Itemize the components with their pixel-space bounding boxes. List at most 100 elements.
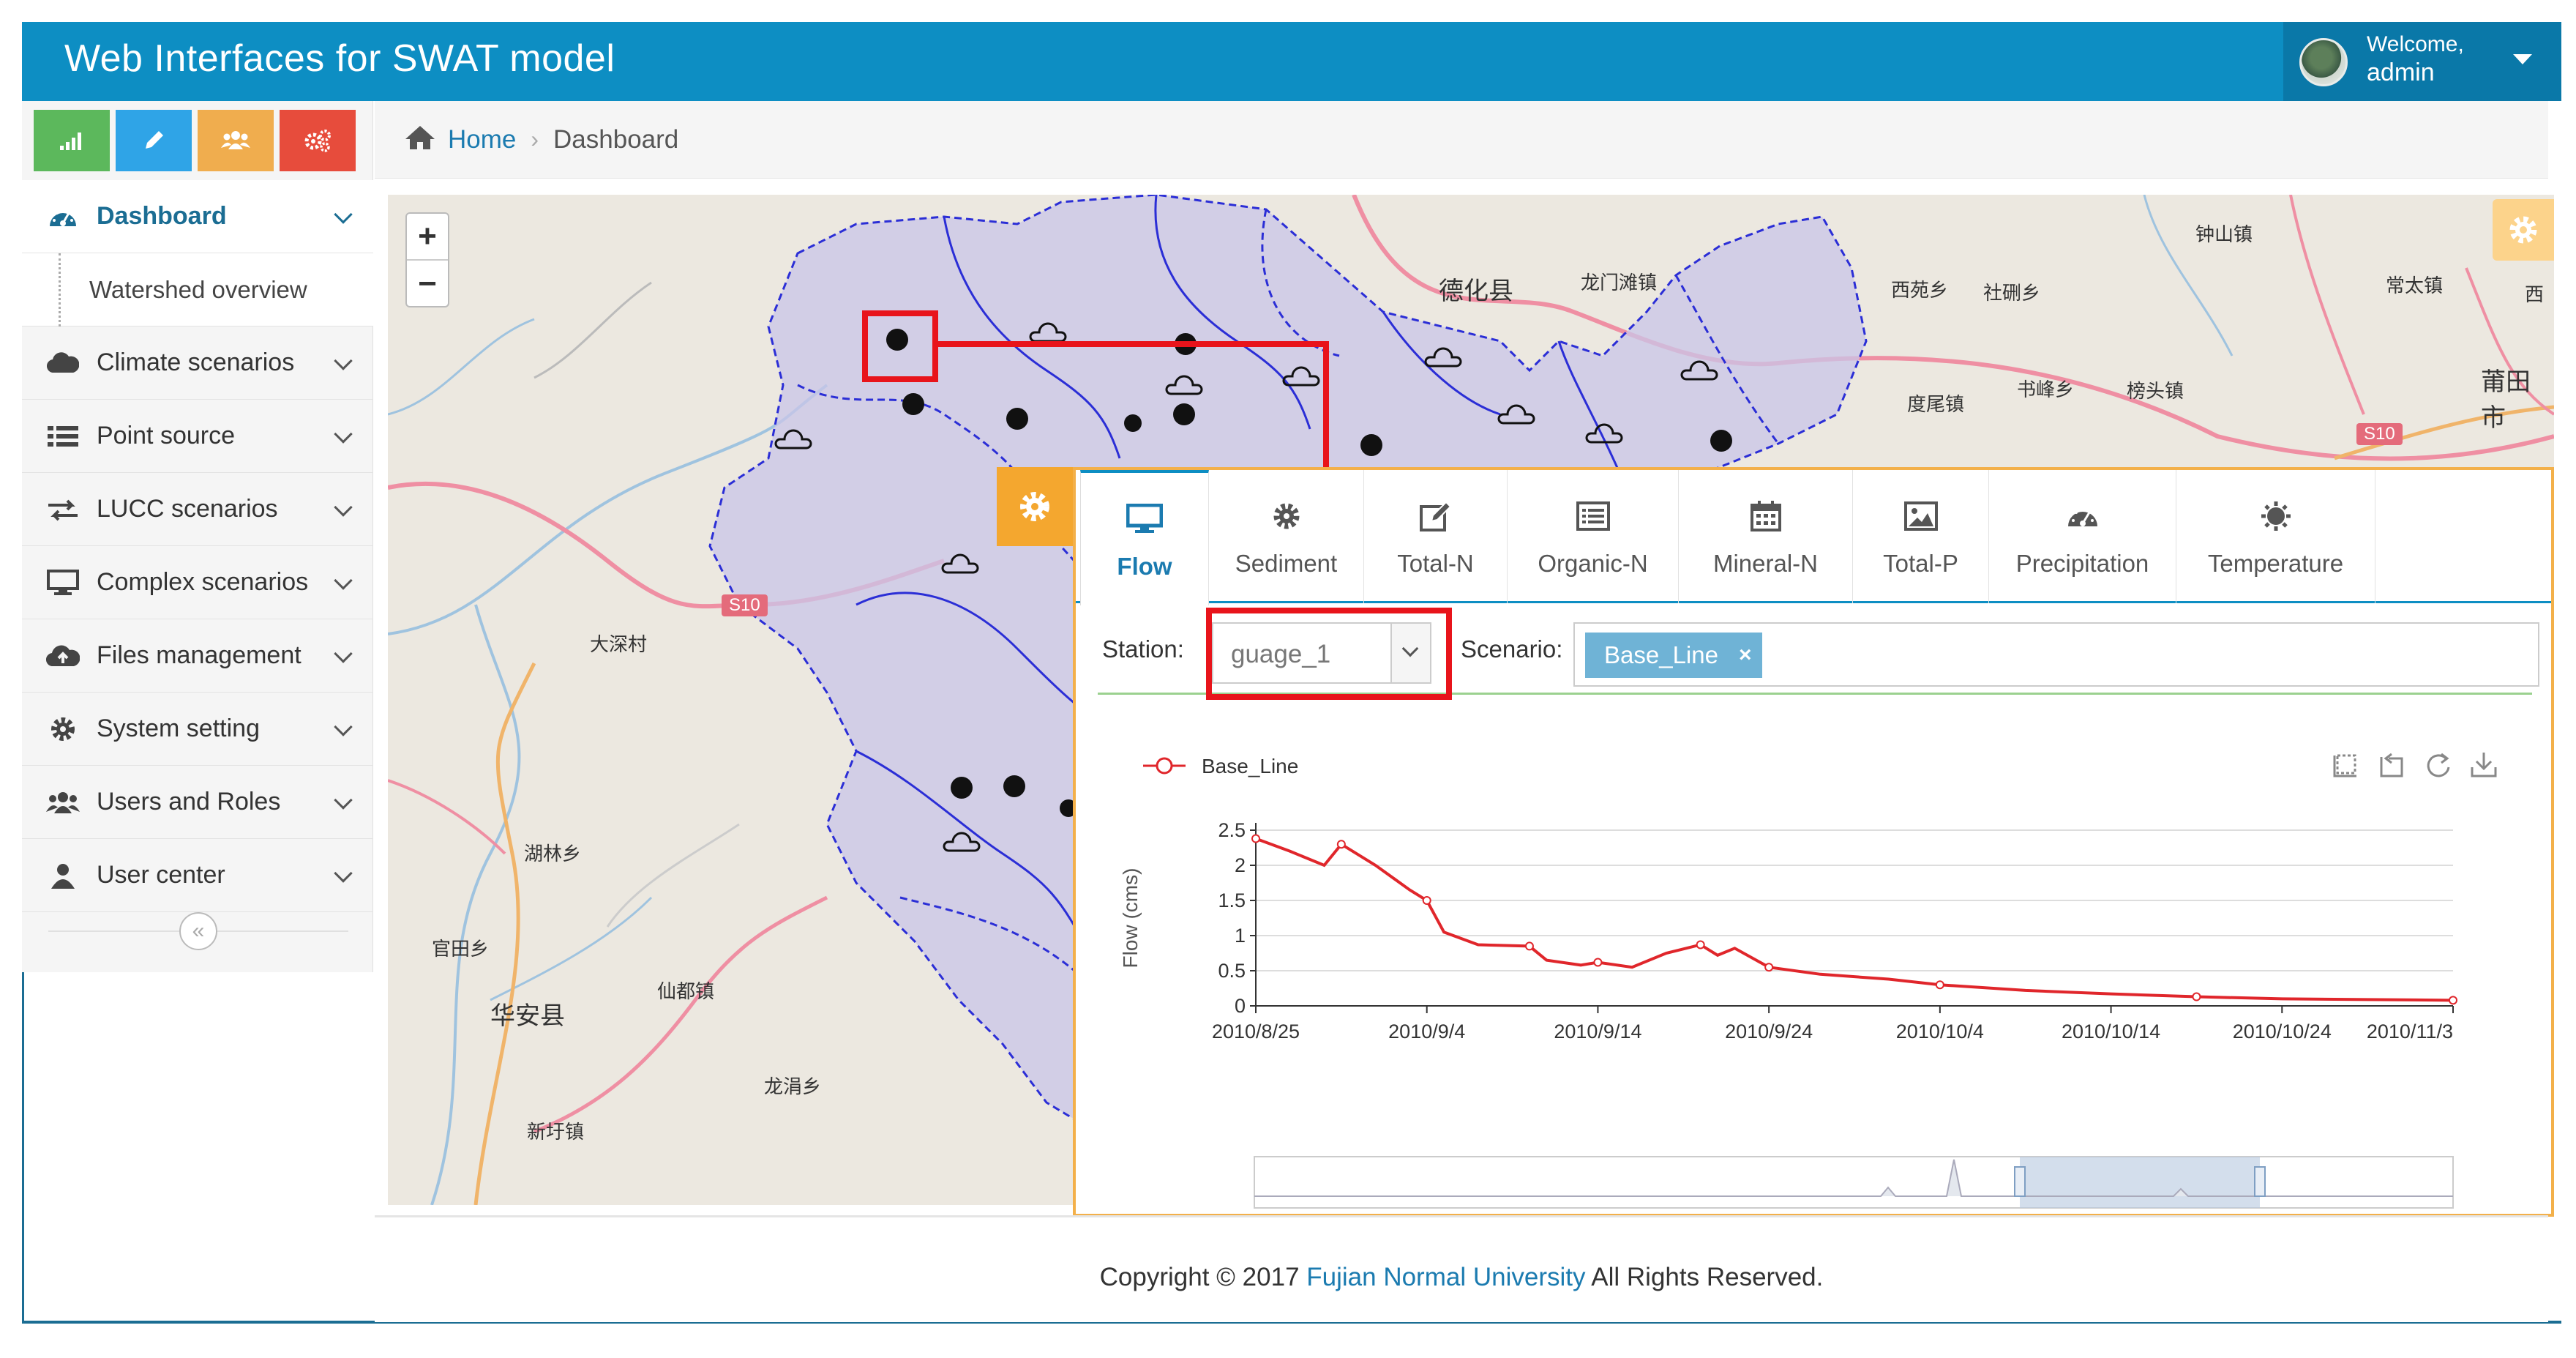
y-tick-label: 2 xyxy=(1235,854,1246,876)
sidebar-item-label: Climate scenarios xyxy=(97,348,295,376)
x-tick-label: 2010/8/25 xyxy=(1212,1021,1300,1042)
sidebar-item-label: Watershed overview xyxy=(89,275,307,303)
y-tick-label: 2.5 xyxy=(1218,819,1246,841)
tab-label: Total-N xyxy=(1397,550,1474,577)
chart-plot-area: 0 0.5 1 1.5 2 2.5 Flow (cms) 2010/8/25 2010/9/4 2… xyxy=(1119,819,2457,1042)
chevron-down-icon xyxy=(334,571,353,590)
copyright-org-link[interactable]: Fujian Normal University xyxy=(1306,1263,1586,1291)
pencil-icon xyxy=(146,131,163,149)
slider-window[interactable] xyxy=(2020,1157,2260,1208)
zoom-reset-icon[interactable] xyxy=(2380,753,2403,777)
station-select-toggle[interactable] xyxy=(1390,624,1430,682)
shortcut-signal-button[interactable] xyxy=(34,110,110,171)
copyright-text: Copyright © 2017 Fujian Normal Universit… xyxy=(375,1263,2548,1292)
data-point xyxy=(1593,958,1603,967)
save-image-icon[interactable] xyxy=(2471,753,2497,777)
tab-organic-n[interactable]: Organic-N xyxy=(1508,470,1679,603)
data-point xyxy=(1422,896,1431,905)
scenario-tag-remove-button[interactable]: × xyxy=(1738,643,1752,667)
station-select-value: guage_1 xyxy=(1231,640,1331,668)
tab-flow[interactable]: Flow xyxy=(1080,470,1209,605)
shortcut-cogs-button[interactable] xyxy=(280,110,356,171)
map-label: 仙都镇 xyxy=(657,981,715,1003)
sidebar-item-climate-scenarios[interactable]: Climate scenarios xyxy=(22,327,373,400)
panel-settings-button[interactable] xyxy=(997,467,1073,546)
avatar xyxy=(2299,38,2348,86)
x-tick-label: 2010/9/24 xyxy=(1725,1021,1813,1042)
map-label: 榜头镇 xyxy=(2127,381,2184,403)
sidebar-collapse-button[interactable]: « xyxy=(179,912,217,950)
x-tick-label: 2010/9/14 xyxy=(1554,1021,1641,1042)
station-select[interactable]: guage_1 xyxy=(1212,622,1431,684)
shortcut-users-button[interactable] xyxy=(198,110,274,171)
map-settings-button[interactable] xyxy=(2493,199,2554,261)
sidebar-item-label: Files management xyxy=(97,641,302,669)
sidebar: Dashboard Watershed overview Climate sce… xyxy=(22,101,374,972)
sidebar-item-complex-scenarios[interactable]: Complex scenarios xyxy=(22,546,373,619)
data-point xyxy=(2449,996,2457,1005)
chart-legend[interactable]: Base_Line xyxy=(1143,755,1298,777)
chart-toolbox xyxy=(2333,753,2497,777)
data-zoom-slider[interactable] xyxy=(1254,1156,2454,1209)
y-axis-label: Flow (cms) xyxy=(1119,868,1142,969)
map-label: 度尾镇 xyxy=(1907,394,1965,416)
slider-handle-left[interactable] xyxy=(2014,1166,2026,1197)
sidebar-item-lucc-scenarios[interactable]: LUCC scenarios xyxy=(22,473,373,546)
gear-icon xyxy=(1020,492,1049,521)
caret-down-icon[interactable] xyxy=(2513,54,2532,64)
user-menu[interactable]: Welcome, admin xyxy=(2283,22,2561,101)
footer: Copyright © 2017 Fujian Normal Universit… xyxy=(375,1215,2548,1322)
app-title: Web Interfaces for SWAT model xyxy=(64,37,615,80)
edit-icon xyxy=(1419,496,1452,537)
scenario-multiselect[interactable]: Base_Line × xyxy=(1573,622,2539,687)
copyright-prefix: Copyright © 2017 xyxy=(1099,1263,1307,1291)
tab-label: Sediment xyxy=(1235,550,1338,577)
desktop-icon xyxy=(44,569,82,596)
chart-panel: Flow Sediment Total-N Organic-N Mineral-… xyxy=(1073,467,2554,1217)
tab-precipitation[interactable]: Precipitation xyxy=(1989,470,2176,603)
restore-icon[interactable] xyxy=(2427,753,2450,777)
y-tick-label: 1 xyxy=(1235,925,1246,947)
copyright-suffix: All Rights Reserved. xyxy=(1585,1263,1824,1291)
chevron-down-icon xyxy=(334,425,353,444)
sidebar-item-watershed-overview[interactable]: Watershed overview xyxy=(22,253,373,327)
tab-mineral-n[interactable]: Mineral-N xyxy=(1679,470,1853,603)
slider-handle-right[interactable] xyxy=(2254,1166,2266,1197)
breadcrumb-home-link[interactable]: Home xyxy=(448,124,517,154)
sidebar-item-dashboard[interactable]: Dashboard xyxy=(22,180,374,253)
legend-marker xyxy=(1156,757,1173,775)
data-point xyxy=(1336,840,1346,849)
map-label: 社硎乡 xyxy=(1983,283,2041,305)
shortcut-buttons xyxy=(34,110,356,171)
cloud-icon xyxy=(44,351,82,374)
tab-label: Precipitation xyxy=(2015,550,2149,577)
sidebar-item-system-setting[interactable]: System setting xyxy=(22,693,373,766)
signal-icon xyxy=(60,133,81,150)
tab-temperature[interactable]: Temperature xyxy=(2176,470,2375,603)
zoom-icon[interactable] xyxy=(2333,754,2356,777)
zoom-out-button[interactable]: − xyxy=(418,266,437,302)
list-icon xyxy=(44,425,82,448)
sidebar-item-point-source[interactable]: Point source xyxy=(22,400,373,473)
sidebar-item-files-management[interactable]: Files management xyxy=(22,619,373,693)
sidebar-item-label: Dashboard xyxy=(97,202,227,230)
tab-total-n[interactable]: Total-N xyxy=(1364,470,1508,603)
y-tick-label: 0.5 xyxy=(1218,960,1246,982)
sun-icon xyxy=(2260,496,2292,537)
gear-icon xyxy=(44,716,82,742)
data-point xyxy=(1524,941,1534,951)
zoom-in-button[interactable]: + xyxy=(407,214,448,261)
slider-track xyxy=(1254,1156,2454,1209)
chevron-down-icon xyxy=(334,351,353,370)
sidebar-item-users-and-roles[interactable]: Users and Roles xyxy=(22,766,373,839)
sidebar-item-user-center[interactable]: User center xyxy=(22,839,373,912)
map-label: 西苑乡 xyxy=(1891,280,1949,302)
tab-sediment[interactable]: Sediment xyxy=(1209,470,1364,603)
tab-total-p[interactable]: Total-P xyxy=(1853,470,1989,603)
calendar-icon xyxy=(1750,496,1781,537)
shortcut-pencil-button[interactable] xyxy=(116,110,192,171)
map-label: 大深村 xyxy=(590,634,648,656)
highlight-box-station xyxy=(1206,608,1452,700)
y-tick-label: 0 xyxy=(1235,995,1246,1017)
sidebar-item-label: LUCC scenarios xyxy=(97,495,278,523)
